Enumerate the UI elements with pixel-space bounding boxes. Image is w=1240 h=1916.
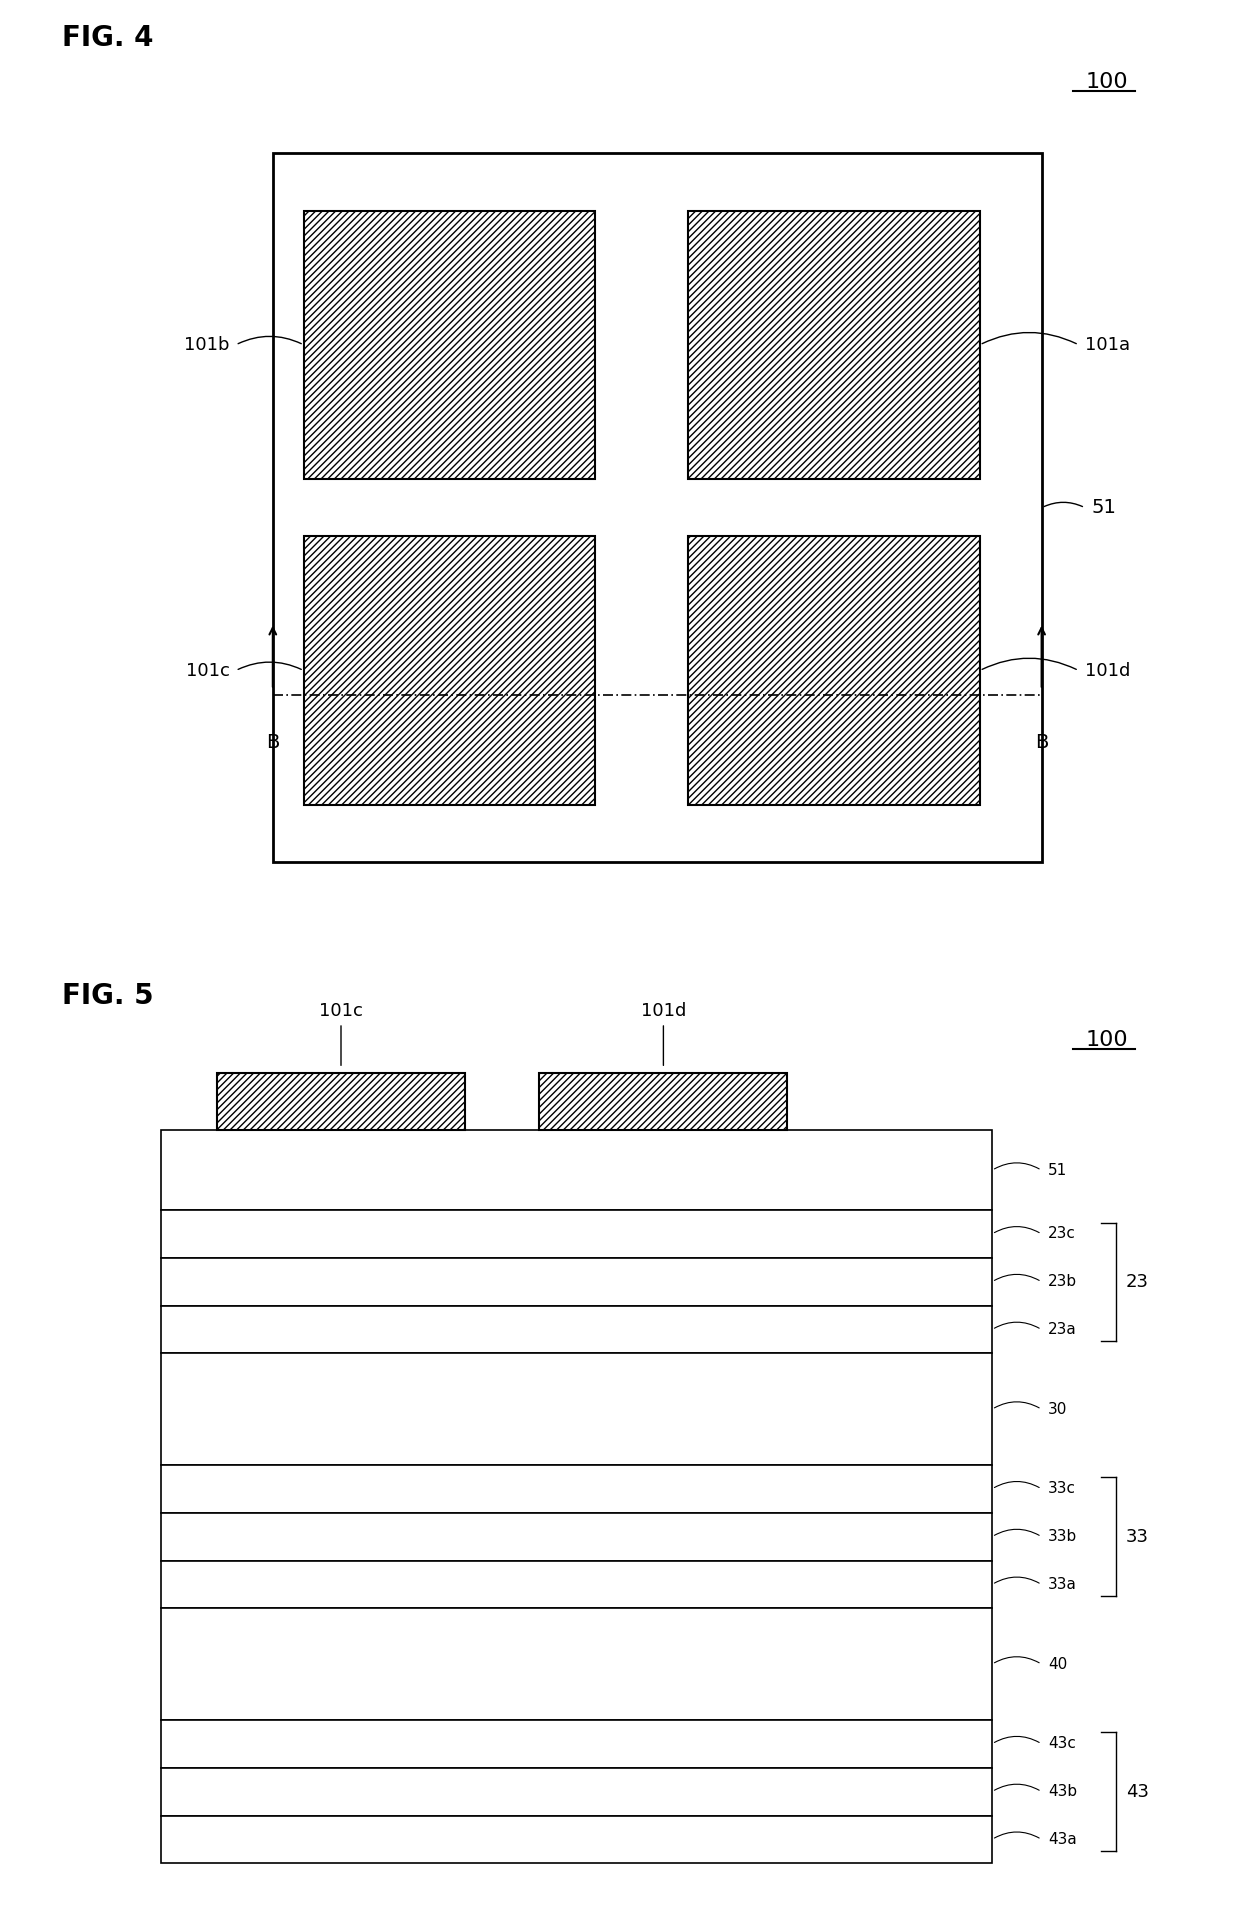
Text: 40: 40 [1048,1657,1068,1671]
Bar [161,1721,992,1768]
Bar [273,153,1042,862]
Text: 33c: 33c [1048,1481,1076,1496]
Text: 33: 33 [1126,1527,1149,1546]
Bar [161,1259,992,1305]
Text: 43: 43 [1126,1782,1149,1801]
Bar [217,1073,465,1130]
Text: 101a: 101a [1085,335,1130,354]
Bar [688,211,980,479]
Bar [161,1305,992,1353]
Text: 101d: 101d [641,1002,686,1065]
Bar [161,1514,992,1562]
Bar [304,536,595,805]
Bar [688,536,980,805]
Text: FIG. 4: FIG. 4 [62,25,154,52]
Text: 100: 100 [1086,73,1128,92]
Text: FIG. 5: FIG. 5 [62,983,154,1010]
Text: 23: 23 [1126,1272,1149,1291]
Text: 51: 51 [1091,498,1116,517]
Bar [161,1562,992,1608]
Bar [539,1073,787,1130]
Bar [161,1466,992,1514]
Text: 100: 100 [1086,1031,1128,1050]
Text: 51: 51 [1048,1163,1068,1178]
Text: 101c: 101c [319,1002,363,1065]
Text: 43c: 43c [1048,1736,1075,1751]
Bar [161,1211,992,1259]
Text: 23b: 23b [1048,1274,1076,1289]
Bar [161,1608,992,1721]
Text: B: B [267,732,279,751]
Text: 33b: 33b [1048,1529,1078,1544]
Bar [304,211,595,479]
Text: 23c: 23c [1048,1226,1075,1242]
Text: 33a: 33a [1048,1577,1076,1592]
Text: 101c: 101c [186,661,229,680]
Text: 101b: 101b [184,335,229,354]
Text: 43a: 43a [1048,1832,1076,1847]
Bar [161,1816,992,1862]
Text: 23a: 23a [1048,1322,1076,1337]
Bar [161,1768,992,1816]
Text: 101d: 101d [1085,661,1131,680]
Bar [161,1353,992,1466]
Text: 43b: 43b [1048,1784,1076,1799]
Text: 30: 30 [1048,1403,1068,1416]
Text: B: B [1035,732,1048,751]
Bar [161,1130,992,1211]
